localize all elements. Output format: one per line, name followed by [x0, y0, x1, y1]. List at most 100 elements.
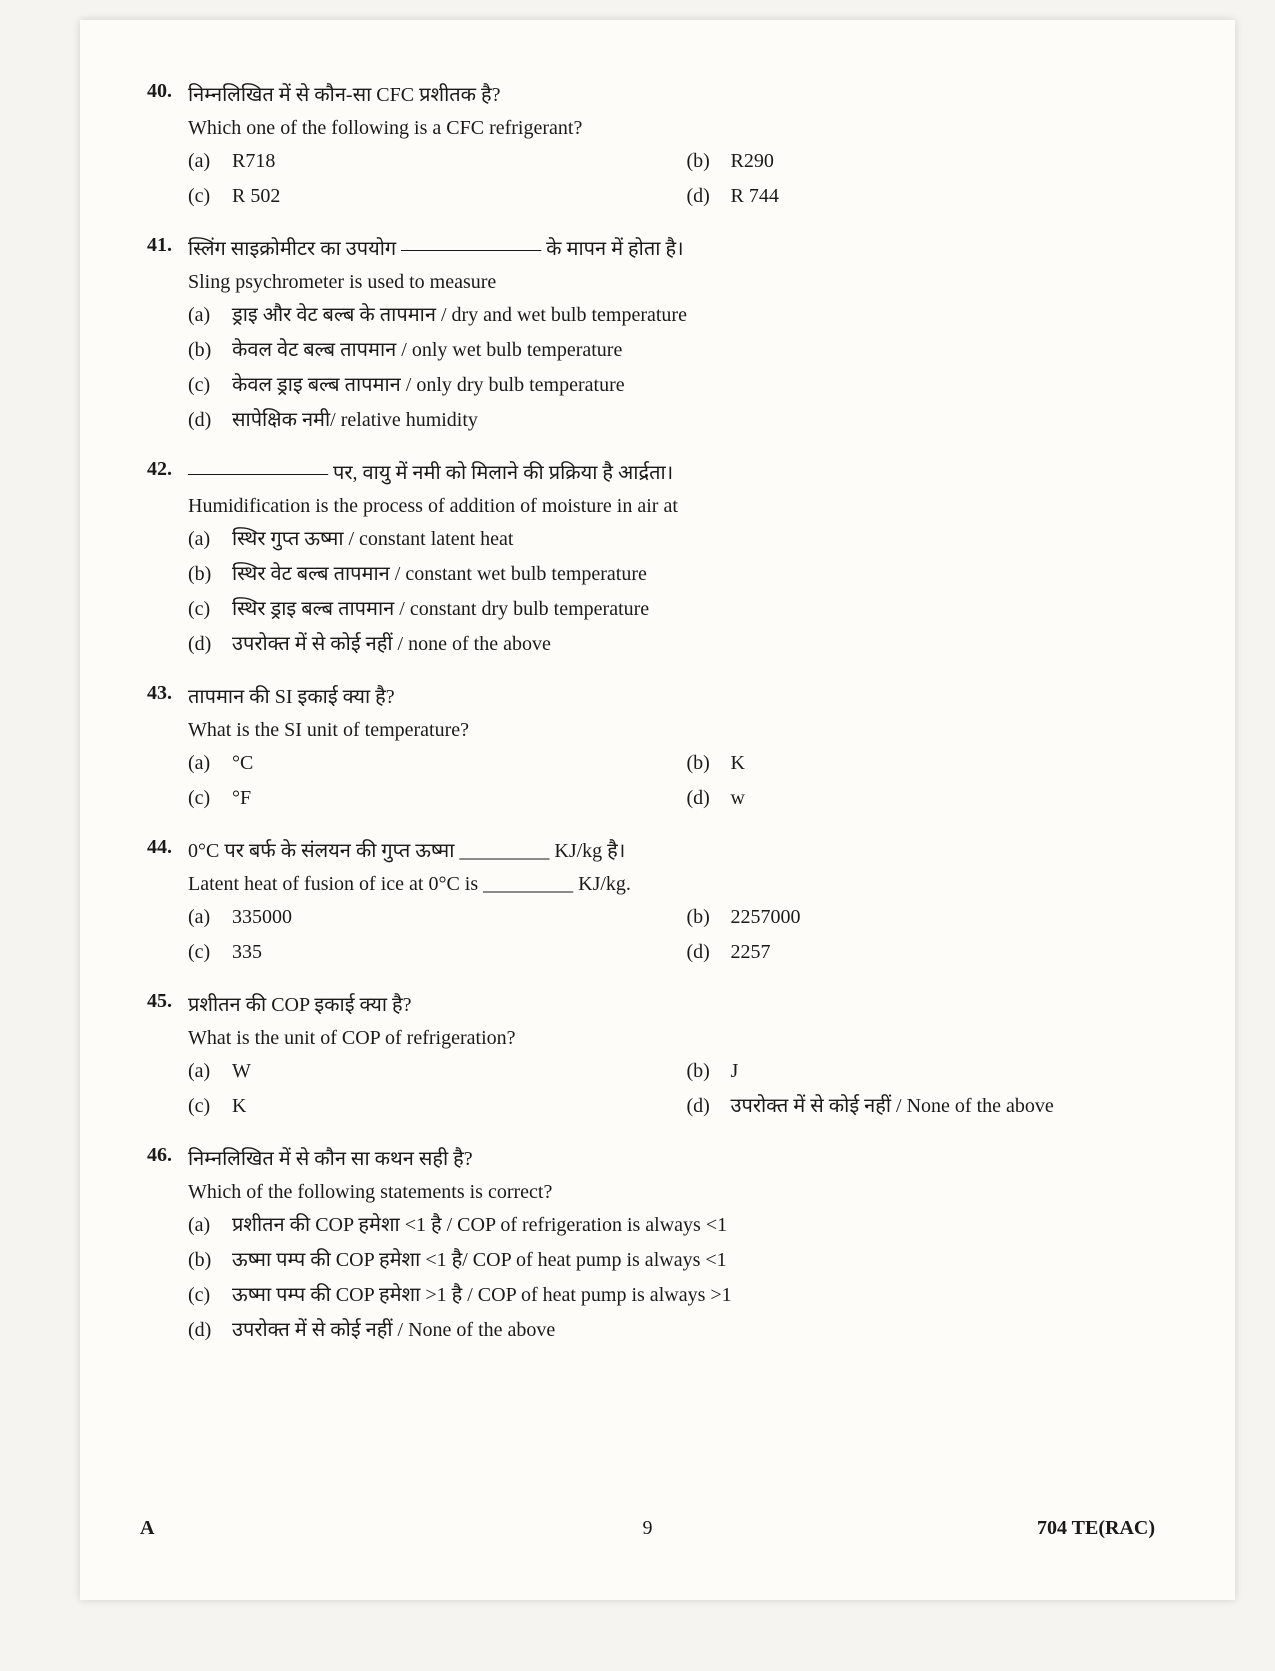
option-label: (c): [188, 937, 232, 968]
option: (d)w: [687, 783, 1156, 814]
option-label: (b): [188, 335, 232, 366]
option-text: w: [731, 783, 1156, 814]
option: (a)W: [188, 1056, 657, 1087]
question-text-english: Which one of the following is a CFC refr…: [188, 113, 1155, 144]
option-label: (c): [188, 783, 232, 814]
option-text: 2257: [731, 937, 1156, 968]
option-text: W: [232, 1056, 657, 1087]
options-container: (a)°C (b)K (c)°F (d)w: [188, 748, 1155, 818]
option-text: 2257000: [731, 902, 1156, 933]
option-label: (c): [188, 181, 232, 212]
option: (b)K: [687, 748, 1156, 779]
question-block: 40.निम्नलिखित में से कौन-सा CFC प्रशीतक …: [140, 80, 1155, 216]
option-text: K: [731, 748, 1156, 779]
option-label: (b): [687, 1056, 731, 1087]
option-label: (a): [188, 1056, 232, 1087]
question-text-hindi: तापमान की SI इकाई क्या है?: [188, 682, 1155, 713]
option: (a)R718: [188, 146, 657, 177]
question-number: 45.: [140, 990, 188, 1126]
question-text-hindi: निम्नलिखित में से कौन-सा CFC प्रशीतक है?: [188, 80, 1155, 111]
option-label: (d): [687, 1091, 731, 1122]
option: (d)उपरोक्त में से कोई नहीं / None of the…: [687, 1091, 1156, 1122]
option-label: (c): [188, 1280, 232, 1311]
option: (c)R 502: [188, 181, 657, 212]
option-text: J: [731, 1056, 1156, 1087]
option-label: (d): [687, 181, 731, 212]
option: (d)उपरोक्त में से कोई नहीं / none of the…: [188, 629, 1155, 660]
option-label: (c): [188, 370, 232, 401]
question-text-english: Latent heat of fusion of ice at 0°C is _…: [188, 869, 1155, 900]
option: (d)सापेक्षिक नमी/ relative humidity: [188, 405, 1155, 436]
option: (d)उपरोक्त में से कोई नहीं / None of the…: [188, 1315, 1155, 1346]
question-block: 44.0°C पर बर्फ के संलयन की गुप्त ऊष्मा _…: [140, 836, 1155, 972]
option-text: K: [232, 1091, 657, 1122]
option-label: (c): [188, 1091, 232, 1122]
options-container: (a)प्रशीतन की COP हमेशा <1 है / COP of r…: [188, 1210, 1155, 1350]
option: (c)K: [188, 1091, 657, 1122]
question-content: स्लिंग साइक्रोमीटर का उपयोग ——————— के म…: [188, 234, 1155, 440]
option-text: ऊष्मा पम्प की COP हमेशा <1 है/ COP of he…: [232, 1245, 1155, 1276]
question-block: 41.स्लिंग साइक्रोमीटर का उपयोग ——————— क…: [140, 234, 1155, 440]
option-text: R 502: [232, 181, 657, 212]
option-text: R718: [232, 146, 657, 177]
option-label: (a): [188, 300, 232, 331]
questions-container: 40.निम्नलिखित में से कौन-सा CFC प्रशीतक …: [140, 80, 1155, 1350]
option-label: (d): [188, 629, 232, 660]
option-text: R 744: [731, 181, 1156, 212]
option-label: (a): [188, 524, 232, 555]
footer-center: 9: [643, 1517, 653, 1540]
question-number: 42.: [140, 458, 188, 664]
question-content: 0°C पर बर्फ के संलयन की गुप्त ऊष्मा ____…: [188, 836, 1155, 972]
question-text-hindi: स्लिंग साइक्रोमीटर का उपयोग ——————— के म…: [188, 234, 1155, 265]
question-number: 43.: [140, 682, 188, 818]
options-container: (a)स्थिर गुप्त ऊष्मा / constant latent h…: [188, 524, 1155, 664]
option-label: (b): [188, 1245, 232, 1276]
options-container: (a)W (b)J (c)K (d)उपरोक्त में से कोई नहीं /…: [188, 1056, 1155, 1126]
question-content: निम्नलिखित में से कौन सा कथन सही है?Whic…: [188, 1144, 1155, 1350]
option-label: (d): [687, 937, 731, 968]
option: (a)335000: [188, 902, 657, 933]
option: (d)2257: [687, 937, 1156, 968]
question-text-english: Which of the following statements is cor…: [188, 1177, 1155, 1208]
footer-left: A: [140, 1517, 154, 1540]
option: (b)केवल वेट बल्ब तापमान / only wet bulb …: [188, 335, 1155, 366]
question-content: ——————— पर, वायु में नमी को मिलाने की प्…: [188, 458, 1155, 664]
option: (a)स्थिर गुप्त ऊष्मा / constant latent h…: [188, 524, 1155, 555]
option-text: °C: [232, 748, 657, 779]
exam-page: 40.निम्नलिखित में से कौन-सा CFC प्रशीतक …: [80, 20, 1235, 1600]
option: (b)J: [687, 1056, 1156, 1087]
option-label: (d): [188, 1315, 232, 1346]
option-text: उपरोक्त में से कोई नहीं / None of the ab…: [232, 1315, 1155, 1346]
option-label: (b): [687, 146, 731, 177]
option-label: (b): [687, 748, 731, 779]
question-content: निम्नलिखित में से कौन-सा CFC प्रशीतक है?…: [188, 80, 1155, 216]
option: (c)335: [188, 937, 657, 968]
option-text: प्रशीतन की COP हमेशा <1 है / COP of refr…: [232, 1210, 1155, 1241]
question-text-hindi: ——————— पर, वायु में नमी को मिलाने की प्…: [188, 458, 1155, 489]
option-label: (a): [188, 146, 232, 177]
option: (c)स्थिर ड्राइ बल्ब तापमान / constant dr…: [188, 594, 1155, 625]
option-label: (a): [188, 748, 232, 779]
question-text-english: What is the SI unit of temperature?: [188, 715, 1155, 746]
option-text: 335: [232, 937, 657, 968]
options-container: (a)ड्राइ और वेट बल्ब के तापमान / dry and…: [188, 300, 1155, 440]
option: (a)°C: [188, 748, 657, 779]
question-block: 46.निम्नलिखित में से कौन सा कथन सही है?W…: [140, 1144, 1155, 1350]
option-text: स्थिर वेट बल्ब तापमान / constant wet bul…: [232, 559, 1155, 590]
option: (b)स्थिर वेट बल्ब तापमान / constant wet …: [188, 559, 1155, 590]
option-text: ड्राइ और वेट बल्ब के तापमान / dry and we…: [232, 300, 1155, 331]
option-text: केवल वेट बल्ब तापमान / only wet bulb tem…: [232, 335, 1155, 366]
question-content: प्रशीतन की COP इकाई क्या है?What is the …: [188, 990, 1155, 1126]
question-number: 40.: [140, 80, 188, 216]
option-text: स्थिर ड्राइ बल्ब तापमान / constant dry b…: [232, 594, 1155, 625]
option-text: °F: [232, 783, 657, 814]
option-text: ऊष्मा पम्प की COP हमेशा >1 है / COP of h…: [232, 1280, 1155, 1311]
option: (b)R290: [687, 146, 1156, 177]
options-container: (a)335000(b)2257000(c)335(d)2257: [188, 902, 1155, 972]
option-label: (d): [687, 783, 731, 814]
option: (c)केवल ड्राइ बल्ब तापमान / only dry bul…: [188, 370, 1155, 401]
option: (a)ड्राइ और वेट बल्ब के तापमान / dry and…: [188, 300, 1155, 331]
question-number: 46.: [140, 1144, 188, 1350]
question-block: 43.तापमान की SI इकाई क्या है?What is the…: [140, 682, 1155, 818]
question-text-english: What is the unit of COP of refrigeration…: [188, 1023, 1155, 1054]
